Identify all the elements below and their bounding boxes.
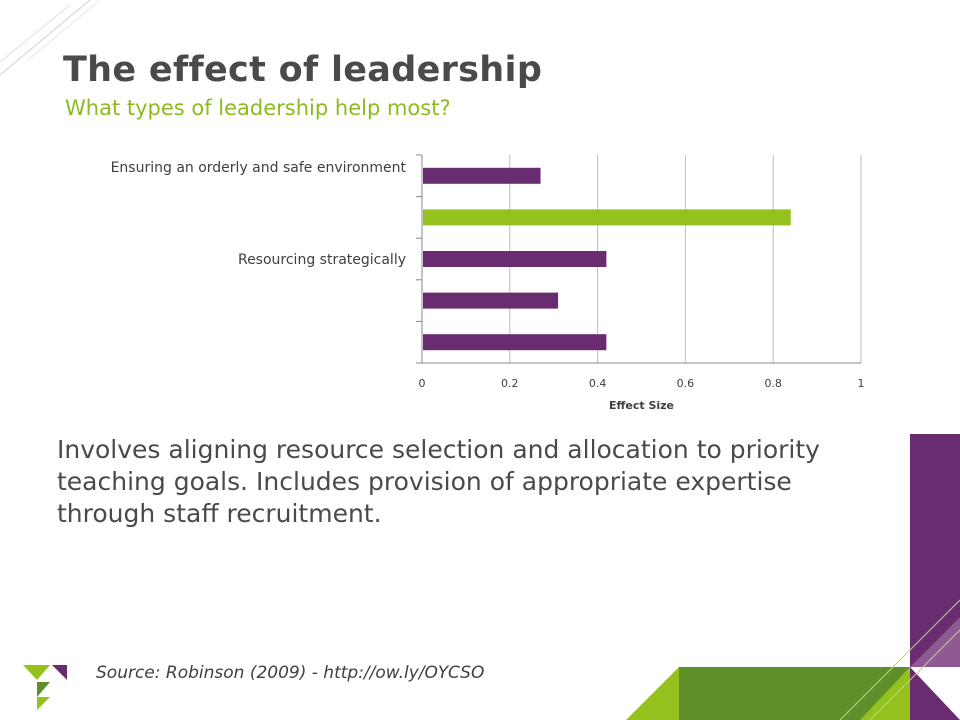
y-category-label: Ensuring an orderly and safe environment bbox=[111, 160, 407, 176]
x-tick-label: 0.4 bbox=[589, 377, 607, 390]
source-citation[interactable]: Source: Robinson (2009) - http://ow.ly/O… bbox=[96, 663, 485, 683]
bar bbox=[423, 251, 607, 267]
bar bbox=[423, 292, 559, 309]
x-tick-label: 0.8 bbox=[764, 377, 782, 390]
bar bbox=[423, 334, 607, 351]
x-tick-label: 0.2 bbox=[501, 377, 519, 390]
bar bbox=[423, 167, 541, 184]
slide-title: The effect of leadership bbox=[63, 50, 543, 90]
x-tick-label: 0 bbox=[419, 377, 426, 390]
x-axis-title: Effect Size bbox=[609, 399, 674, 412]
slide-subtitle: What types of leadership help most? bbox=[65, 96, 451, 120]
description-text: Involves aligning resource selection and… bbox=[57, 435, 820, 528]
bar bbox=[423, 209, 791, 226]
x-tick-label: 1 bbox=[858, 377, 865, 390]
x-tick-label: 0.6 bbox=[677, 377, 695, 390]
y-category-label: Resourcing strategically bbox=[238, 252, 406, 268]
